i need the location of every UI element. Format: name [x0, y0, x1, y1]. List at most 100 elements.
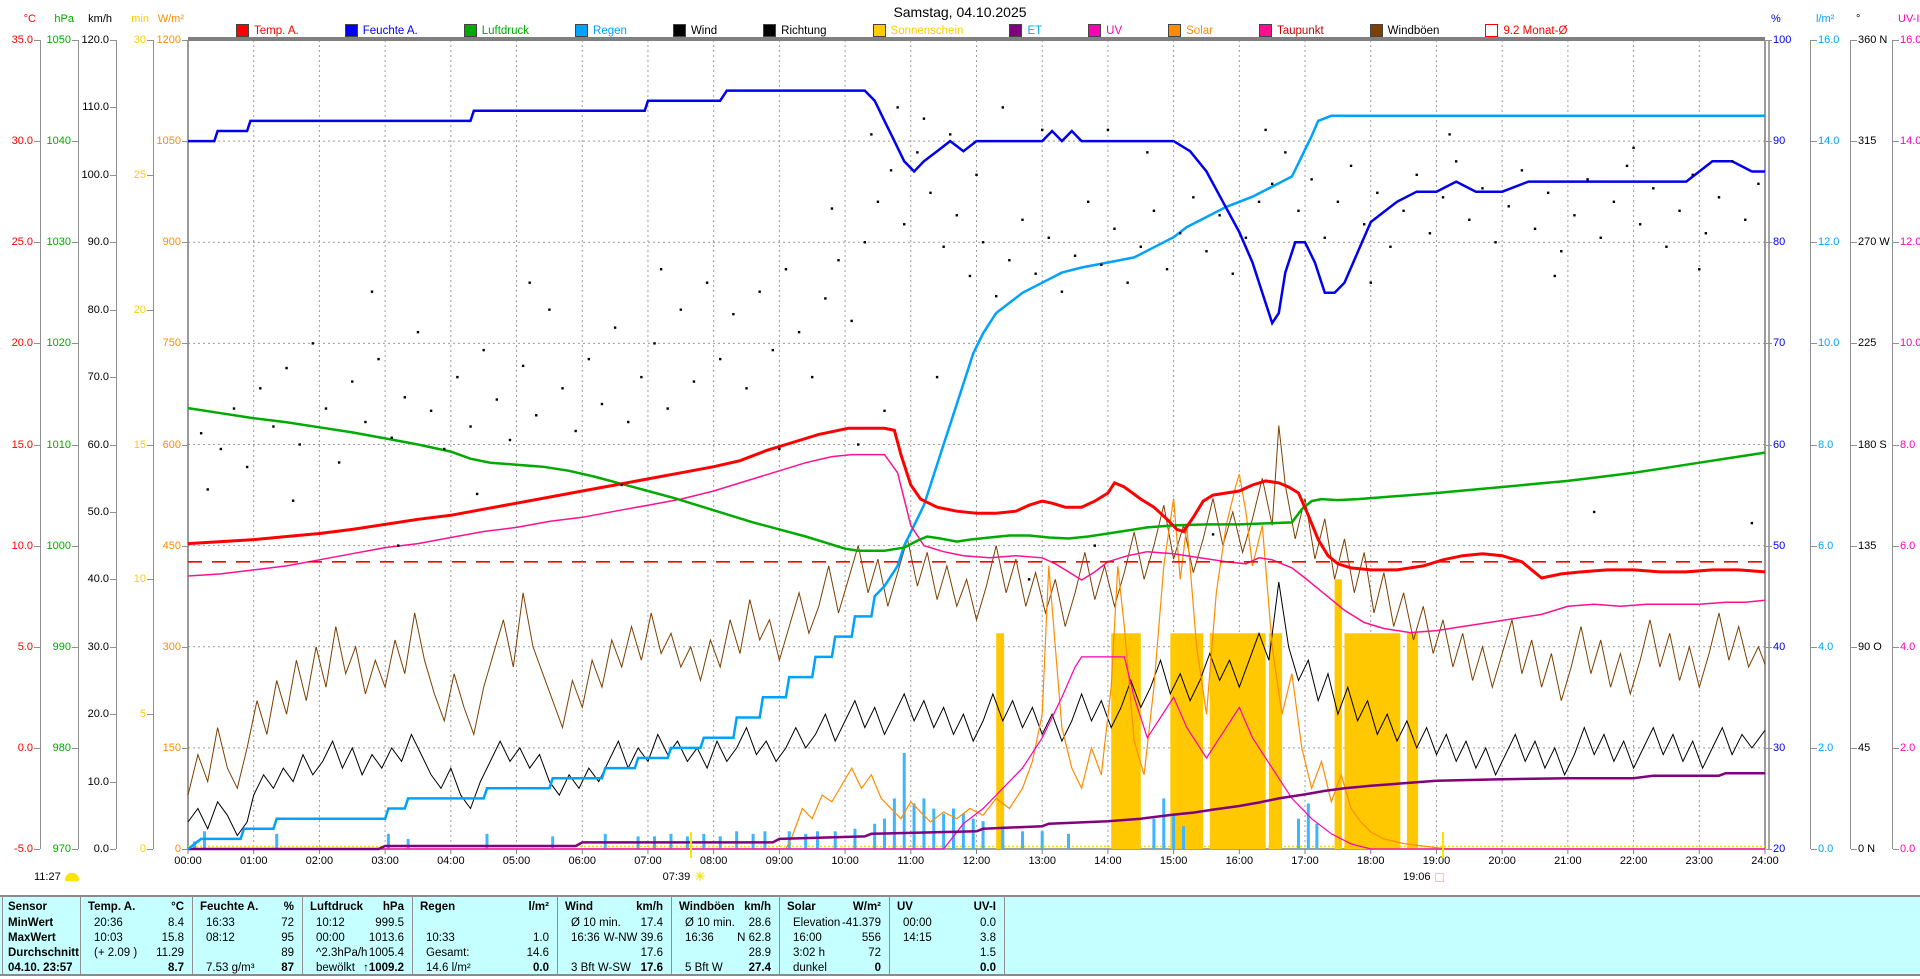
wind-direction-dot [1139, 245, 1142, 248]
rain-interval-bar [1162, 798, 1166, 849]
wind-direction-dot [863, 241, 866, 244]
sunshine-bar [1209, 633, 1266, 849]
wind-direction-dot [324, 407, 328, 410]
axis-tick-label: 25.0 [11, 236, 33, 249]
rain-interval-bar [971, 818, 975, 849]
series-uv [188, 656, 1765, 850]
axis-tick-label: 10.0 [11, 539, 33, 552]
table-cell: 95 [281, 932, 294, 944]
series-rain [187, 114, 1765, 850]
wind-direction-dot [1323, 236, 1326, 239]
x-axis-label: 02:00 [305, 855, 334, 867]
legend-swatch-icon [672, 24, 686, 37]
axis-tick-label: 970 [52, 843, 71, 855]
rain-interval-bar [922, 798, 926, 849]
wind-direction-dot [1021, 218, 1024, 221]
axis-tick-mark [110, 107, 116, 109]
table-cell: 16:36 [571, 932, 600, 944]
legend-swatch-icon [575, 24, 589, 37]
wind-direction-dot [351, 380, 354, 383]
rain-interval-bar [981, 821, 985, 849]
table-cell: UV-I [973, 901, 996, 913]
table-cell: 7.53 g/m³ [206, 962, 255, 974]
wind-direction-dot [857, 443, 860, 446]
table-cell: Gesamt: [426, 947, 470, 959]
sun-event-line [689, 832, 692, 858]
table-cell: 27.4 [748, 962, 771, 974]
table-cell: 1.0 [533, 932, 549, 944]
wind-direction-dot [370, 290, 374, 293]
axis-tick-mark [147, 40, 153, 41]
table-cell: l/m² [528, 901, 549, 913]
wind-direction-dot [922, 117, 926, 120]
table-cell: 1.5 [980, 947, 996, 959]
wind-direction-dot [1744, 218, 1747, 221]
axis-tick-mark [72, 343, 78, 345]
wind-direction-dot [1178, 232, 1182, 235]
table-cell: 0.0 [980, 917, 996, 929]
table-cell: W-NW 39.6 [603, 932, 663, 944]
rain-interval-bar [202, 831, 206, 849]
wind-direction-dot [397, 544, 400, 547]
axis-tick-label: 40.0 [87, 573, 109, 586]
wind-direction-dot [272, 425, 275, 428]
axis-tick-mark [110, 579, 116, 581]
table-cell: Solar [787, 901, 816, 913]
axis-tick-label: 315 [1858, 135, 1877, 148]
wind-direction-dot [521, 364, 525, 368]
wind-direction-dot [883, 409, 886, 412]
table-cell: 10:12 [316, 917, 345, 929]
axis-tick-label: 16.0 [1900, 34, 1920, 46]
x-axis-label: 08:00 [699, 855, 728, 867]
wind-direction-dot [620, 483, 623, 487]
axis-tick-mark [110, 40, 116, 41]
sunshine-bar [1406, 633, 1419, 849]
table-cell: 0.0 [980, 962, 996, 974]
axis-tick-label: 0 [139, 843, 146, 855]
sunset-marker: 19:06 [1403, 871, 1444, 883]
axis-tick-label: 40 [1773, 640, 1786, 653]
wind-direction-dot [870, 133, 873, 136]
wind-direction-dot [587, 357, 591, 361]
wind-direction-dot [1093, 544, 1096, 547]
rain-interval-bar [386, 833, 390, 849]
wind-direction-dot [830, 207, 834, 210]
legend-swatch-icon [1369, 24, 1383, 37]
axis-tick-label: 30 [1773, 741, 1786, 754]
wind-direction-dot [1244, 236, 1248, 239]
x-axis-label: 20:00 [1488, 855, 1516, 867]
axis-tick-mark [182, 747, 188, 749]
wind-direction-dot [1041, 128, 1044, 132]
axis-tick-mark [1811, 40, 1817, 41]
axis-line-tempC [40, 40, 41, 849]
axis-tick-mark [34, 40, 40, 41]
axis-tick-mark [72, 747, 78, 749]
axis-tick-label: 20.0 [11, 337, 33, 350]
series-wind [187, 581, 1766, 837]
axis-tick-mark [34, 747, 40, 749]
legend-swatch-icon [872, 24, 886, 37]
table-separator [779, 897, 780, 974]
wind-direction-dot [443, 447, 446, 451]
wind-direction-dot [916, 151, 919, 154]
table-separator [2, 897, 3, 974]
rain-interval-bar [735, 831, 739, 849]
x-axis-label: 16:00 [1225, 855, 1254, 867]
axis-tick-mark [1811, 242, 1817, 244]
table-cell: 0 [874, 962, 881, 974]
axis-tick-label: 150 [162, 741, 181, 754]
rain-interval-bar [1306, 803, 1310, 849]
wind-direction-dot [1205, 250, 1208, 253]
wind-direction-dot [416, 330, 420, 334]
rain-interval-bar [1152, 818, 1156, 849]
series-solar [188, 474, 1765, 850]
table-separator [412, 897, 413, 974]
axis-tick-label: 70.0 [87, 371, 109, 384]
axis-tick-mark [1811, 141, 1817, 143]
sunshine-bar [996, 633, 1005, 849]
axis-tick-label: 12.0 [1818, 236, 1840, 249]
wind-direction-dot [1494, 241, 1497, 244]
wind-direction-dot [291, 499, 295, 502]
axis-tick-mark [147, 174, 153, 176]
wind-direction-dot [1632, 146, 1635, 150]
